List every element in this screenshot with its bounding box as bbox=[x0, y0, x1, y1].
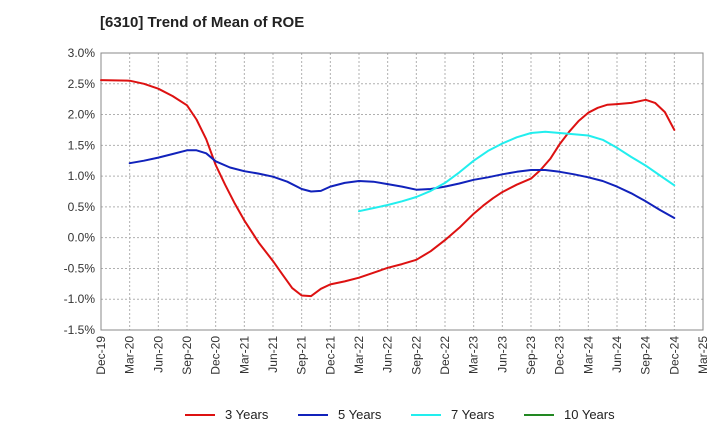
legend-label: 5 Years bbox=[338, 407, 382, 422]
x-tick-label: Sep-23 bbox=[524, 336, 538, 375]
y-tick-label: 0.5% bbox=[68, 200, 96, 214]
x-tick-label: Jun-22 bbox=[381, 336, 395, 373]
x-tick-label: Dec-24 bbox=[667, 336, 681, 375]
x-tick-label: Dec-22 bbox=[438, 336, 452, 375]
x-tick-label: Mar-24 bbox=[581, 336, 595, 374]
y-tick-label: -1.0% bbox=[64, 292, 96, 306]
y-tick-label: 1.0% bbox=[68, 169, 96, 183]
x-tick-label: Jun-24 bbox=[610, 336, 624, 373]
series-line-7-years bbox=[358, 130, 676, 213]
legend-label: 3 Years bbox=[225, 407, 269, 422]
x-tick-label: Jun-21 bbox=[266, 336, 280, 373]
x-tick-label: Mar-25 bbox=[696, 336, 710, 374]
y-tick-label: 0.0% bbox=[68, 231, 96, 245]
x-tick-label: Mar-22 bbox=[352, 336, 366, 374]
x-tick-label: Dec-23 bbox=[553, 336, 567, 375]
x-tick-label: Sep-21 bbox=[295, 336, 309, 375]
chart-title: [6310] Trend of Mean of ROE bbox=[100, 14, 305, 31]
x-tick-label: Sep-24 bbox=[639, 336, 653, 375]
x-tick-label: Jun-23 bbox=[495, 336, 509, 373]
x-tick-label: Dec-21 bbox=[323, 336, 337, 375]
y-tick-label: 2.0% bbox=[68, 108, 96, 122]
y-tick-label: -0.5% bbox=[64, 261, 96, 275]
x-tick-label: Mar-23 bbox=[467, 336, 481, 374]
x-tick-label: Jun-20 bbox=[151, 336, 165, 373]
plot-border bbox=[100, 52, 704, 331]
series-line-3-years bbox=[100, 79, 676, 298]
y-tick-label: -1.5% bbox=[64, 323, 96, 337]
legend-label: 10 Years bbox=[564, 407, 615, 422]
x-tick-label: Dec-19 bbox=[94, 336, 108, 375]
x-tick-label: Sep-20 bbox=[180, 336, 194, 375]
legend-label: 7 Years bbox=[451, 407, 495, 422]
x-tick-label: Mar-21 bbox=[237, 336, 251, 374]
y-tick-label: 3.0% bbox=[68, 46, 96, 60]
y-tick-label: 2.5% bbox=[68, 77, 96, 91]
x-tick-label: Dec-20 bbox=[209, 336, 223, 375]
x-tick-label: Mar-20 bbox=[123, 336, 137, 374]
series-line-5-years bbox=[128, 149, 676, 219]
y-tick-label: 1.5% bbox=[68, 138, 96, 152]
x-tick-label: Sep-22 bbox=[409, 336, 423, 375]
